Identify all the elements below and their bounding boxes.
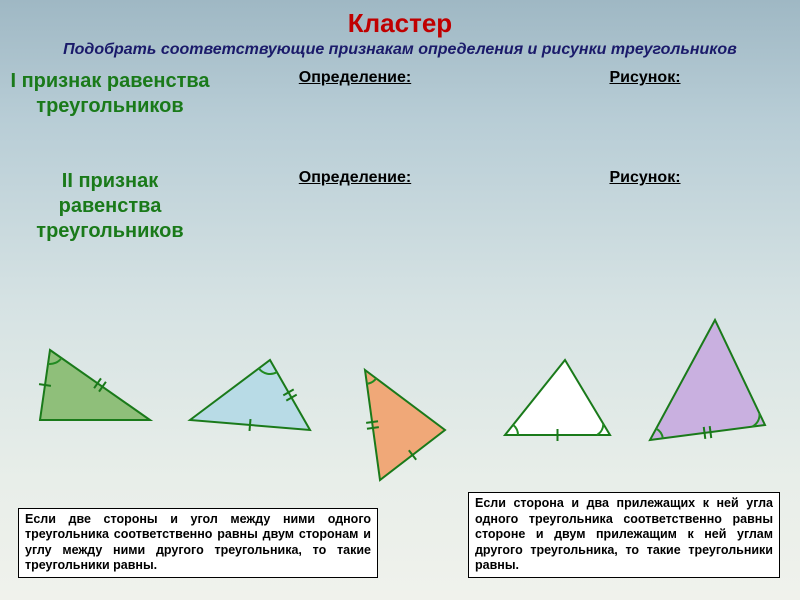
definition-asa-textbox[interactable]: Если сторона и два прилежащих к ней угла… (468, 492, 780, 578)
row-first-sign: I признак равенства треугольников Опреде… (0, 69, 800, 119)
triangle-t2[interactable] (170, 350, 330, 460)
triangle-t1[interactable] (30, 340, 170, 450)
page-title: Кластер (0, 0, 800, 39)
triangle-t3[interactable] (340, 360, 470, 500)
definition-sas-textbox[interactable]: Если две стороны и угол между ними одног… (18, 508, 378, 579)
row-second-sign: II признак равенства треугольников Опред… (0, 169, 800, 244)
second-sign-label: II признак равенства треугольников (10, 169, 210, 244)
triangle-t4[interactable] (495, 350, 625, 460)
definition-header-2: Определение: (299, 169, 411, 186)
page-subtitle: Подобрать соответствующие признакам опре… (0, 39, 800, 69)
picture-header-2: Рисунок: (609, 169, 680, 186)
triangle-t5[interactable] (640, 310, 790, 460)
first-sign-label: I признак равенства треугольников (10, 69, 210, 119)
definition-header-1: Определение: (299, 69, 411, 86)
triangles-area (0, 320, 800, 480)
picture-header-1: Рисунок: (609, 69, 680, 86)
